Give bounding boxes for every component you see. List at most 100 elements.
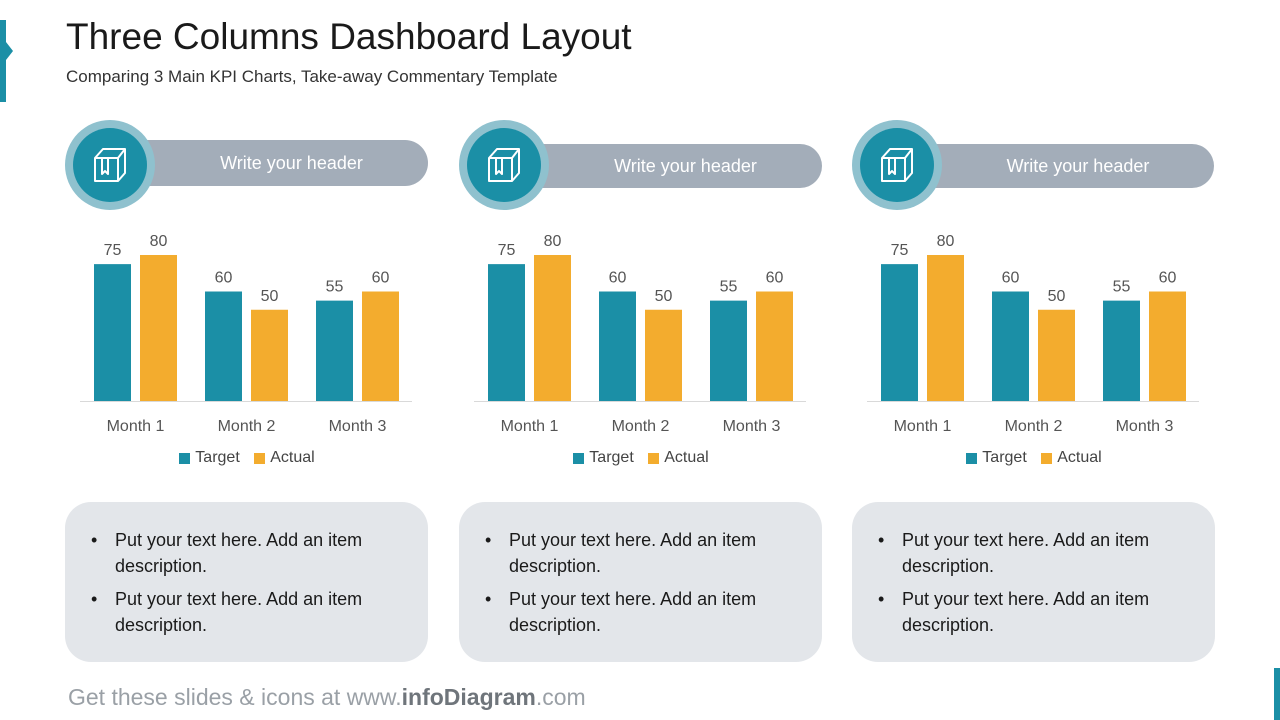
bar-target (205, 291, 242, 401)
bar-actual (362, 291, 399, 401)
data-label-target: 75 (498, 242, 516, 259)
corner-mark (1274, 668, 1280, 720)
legend-label-actual: Actual (664, 449, 709, 466)
data-label-actual: 50 (261, 288, 279, 305)
legend-label-actual: Actual (1057, 449, 1102, 466)
chart-legend: Target Actual (459, 449, 823, 469)
legend-swatch-target (966, 452, 978, 464)
legend-item-target: Target (966, 449, 1027, 467)
commentary-box: Put your text here. Add an item descript… (459, 502, 822, 662)
legend-swatch-actual (648, 452, 660, 464)
legend-swatch-target (573, 452, 585, 464)
kpi-column-3: Write your header 75 80 Month 1 60 50 Month 2… (852, 118, 1216, 663)
kpi-column-2: Write your header 75 80 Month 1 60 50 Month 2… (459, 118, 823, 663)
x-tick-label: Month 1 (107, 418, 165, 435)
icon-disc (860, 128, 934, 202)
bar-target (488, 264, 525, 401)
x-tick-label: Month 3 (723, 418, 781, 435)
data-label-actual: 80 (150, 233, 168, 250)
chart-legend: Target Actual (852, 449, 1216, 469)
commentary-bullet: Put your text here. Add an item descript… (878, 527, 1195, 579)
legend-item-target: Target (179, 449, 240, 467)
page-subtitle: Comparing 3 Main KPI Charts, Take-away C… (66, 67, 558, 86)
commentary-box: Put your text here. Add an item descript… (65, 502, 428, 662)
commentary-list: Put your text here. Add an item descript… (878, 527, 1195, 638)
data-label-target: 55 (720, 279, 738, 296)
x-tick-label: Month 2 (218, 418, 276, 435)
data-label-actual: 50 (655, 288, 673, 305)
column-header-pill: Write your header (902, 144, 1214, 188)
bar-actual (1149, 291, 1186, 401)
kpi-bar-chart: 75 80 Month 1 60 50 Month 2 55 60 Month 3 (80, 233, 412, 435)
box-icon (488, 148, 520, 182)
data-label-actual: 60 (1159, 270, 1177, 287)
data-label-actual: 80 (937, 233, 955, 250)
bar-actual (140, 255, 177, 401)
x-tick-label: Month 3 (1116, 418, 1174, 435)
bar-actual (645, 309, 682, 401)
bar-actual (251, 309, 288, 401)
data-label-target: 55 (1113, 279, 1131, 296)
footer-prefix: Get these slides & icons at www. (68, 684, 402, 710)
column-header-text: Write your header (614, 156, 757, 176)
data-label-actual: 80 (544, 233, 562, 250)
legend-label-target: Target (982, 449, 1027, 466)
kpi-column-1: Write your header 75 80 Month 1 60 50 Month 2… (65, 118, 429, 663)
footer-brand: infoDiagram (401, 684, 536, 710)
commentary-bullet: Put your text here. Add an item descript… (878, 586, 1195, 638)
commentary-list: Put your text here. Add an item descript… (485, 527, 802, 638)
accent-tab (6, 42, 13, 60)
icon-disc (467, 128, 541, 202)
bar-target (599, 291, 636, 401)
commentary-bullet: Put your text here. Add an item descript… (485, 527, 802, 579)
icon-ring (852, 120, 942, 210)
legend-label-target: Target (589, 449, 634, 466)
bar-target (1103, 300, 1140, 401)
x-tick-label: Month 3 (329, 418, 387, 435)
column-header-text: Write your header (220, 153, 363, 173)
commentary-bullet: Put your text here. Add an item descript… (485, 586, 802, 638)
data-label-target: 60 (215, 270, 233, 287)
data-label-target: 75 (891, 242, 909, 259)
data-label-actual: 50 (1048, 288, 1066, 305)
footer-suffix: .com (535, 684, 586, 710)
bar-target (94, 264, 131, 401)
legend-item-actual: Actual (1041, 449, 1102, 467)
column-header-text: Write your header (1006, 156, 1150, 176)
bar-actual (927, 255, 964, 401)
bar-actual (534, 255, 571, 401)
commentary-bullet: Put your text here. Add an item descript… (91, 527, 408, 579)
page-title: Three Columns Dashboard Layout (66, 16, 632, 57)
icon-disc (73, 128, 147, 202)
commentary-list: Put your text here. Add an item descript… (91, 527, 408, 638)
legend-swatch-target (179, 452, 191, 464)
commentary-bullet: Put your text here. Add an item descript… (91, 586, 408, 638)
column-header-pill: Write your header (115, 140, 428, 186)
legend-swatch-actual (254, 452, 266, 464)
data-label-target: 75 (104, 242, 122, 259)
data-label-target: 60 (609, 270, 627, 287)
box-icon (881, 148, 913, 182)
data-label-actual: 60 (372, 270, 390, 287)
chart-legend: Target Actual (65, 449, 429, 469)
legend-swatch-actual (1041, 452, 1053, 464)
x-tick-label: Month 1 (894, 418, 952, 435)
bar-target (710, 300, 747, 401)
legend-item-target: Target (573, 449, 634, 467)
bar-target (881, 264, 918, 401)
legend-label-actual: Actual (270, 449, 315, 466)
box-icon (94, 148, 126, 182)
bar-actual (1038, 309, 1075, 401)
data-label-target: 60 (1002, 270, 1020, 287)
kpi-bar-chart: 75 80 Month 1 60 50 Month 2 55 60 Month 3 (867, 233, 1199, 435)
x-tick-label: Month 2 (1005, 418, 1063, 435)
commentary-box: Put your text here. Add an item descript… (852, 502, 1215, 662)
bar-target (992, 291, 1029, 401)
bar-target (316, 300, 353, 401)
kpi-bar-chart: 75 80 Month 1 60 50 Month 2 55 60 Month 3 (474, 233, 806, 435)
x-tick-label: Month 2 (612, 418, 670, 435)
legend-item-actual: Actual (648, 449, 709, 467)
x-tick-label: Month 1 (501, 418, 559, 435)
icon-ring (459, 120, 549, 210)
column-header-pill: Write your header (509, 144, 822, 188)
